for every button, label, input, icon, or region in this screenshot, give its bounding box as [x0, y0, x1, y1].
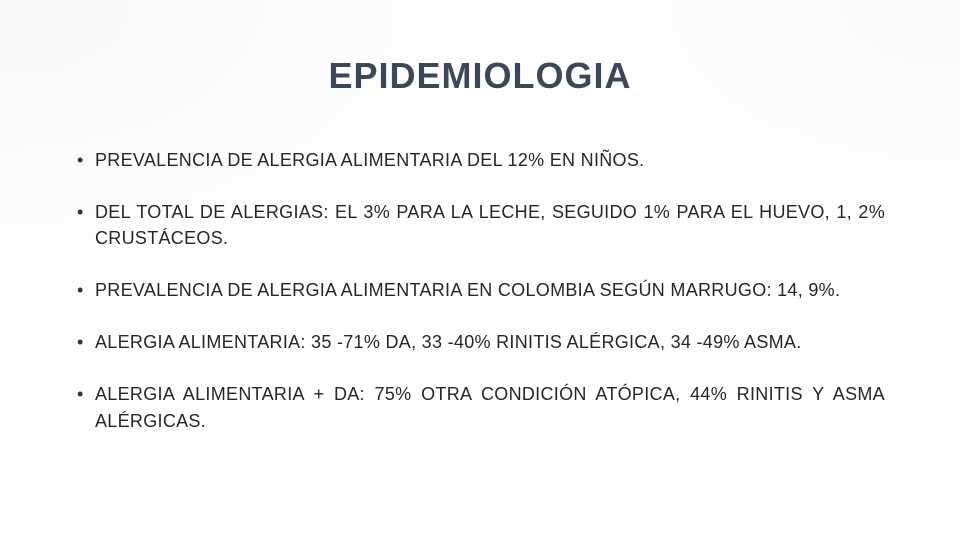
list-item: ALERGIA ALIMENTARIA + DA: 75% OTRA CONDI…: [75, 381, 885, 433]
bullet-list: PREVALENCIA DE ALERGIA ALIMENTARIA DEL 1…: [75, 147, 885, 434]
list-item: ALERGIA ALIMENTARIA: 35 -71% DA, 33 -40%…: [75, 329, 885, 355]
list-item: PREVALENCIA DE ALERGIA ALIMENTARIA DEL 1…: [75, 147, 885, 173]
list-item: DEL TOTAL DE ALERGIAS: EL 3% PARA LA LEC…: [75, 199, 885, 251]
list-item: PREVALENCIA DE ALERGIA ALIMENTARIA EN CO…: [75, 277, 885, 303]
slide-title: EPIDEMIOLOGIA: [75, 55, 885, 97]
slide-container: EPIDEMIOLOGIA PREVALENCIA DE ALERGIA ALI…: [0, 0, 960, 540]
